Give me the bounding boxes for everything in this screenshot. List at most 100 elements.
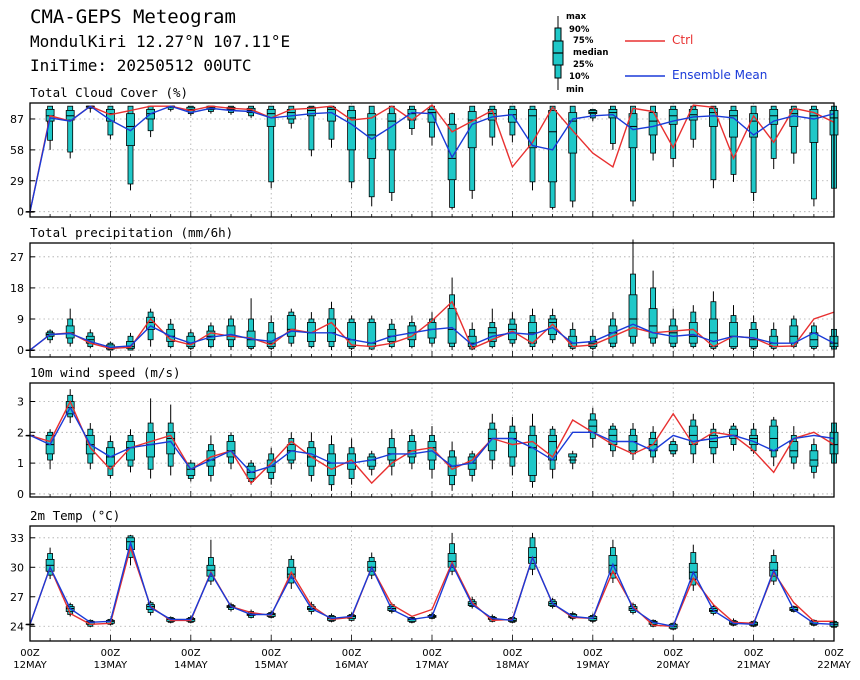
box-iqr [528,434,537,476]
location-label: MondulKiri 12.27°N 107.11°E [30,32,291,51]
box-iqr [286,444,296,461]
x-tick-label-date: 16MAY [335,660,369,671]
box-21 [447,532,457,576]
box-iqr [367,456,377,467]
legend-max-label: max [566,12,587,22]
box-iqr [809,450,819,467]
x-tick-label-time: 00Z [101,648,121,659]
box-38 [789,426,799,470]
box-24 [507,416,517,476]
panel-title: 10m wind speed (m/s) [30,365,181,380]
legend-p75-label: 75% [573,36,594,46]
y-tick-label: 18 [10,282,24,295]
box-17 [367,450,377,476]
box-34 [709,105,718,189]
box-33 [688,305,698,349]
box-2 [65,308,75,347]
x-tick-label-date: 15MAY [254,660,288,671]
box-36 [749,315,758,351]
box-iqr [487,327,497,342]
y-tick-label: 3 [17,395,24,408]
box-34 [709,423,718,464]
box-14 [306,105,316,157]
box-iqr [668,108,678,125]
legend-ctrl-label: Ctrl [672,33,694,47]
box-33 [688,413,698,464]
legend-p90-label: 90% [569,25,590,35]
x-tick-label-date: 21MAY [737,660,771,671]
box-7 [166,319,176,349]
box-10 [226,315,236,351]
box-32 [668,438,678,457]
box-iqr [688,322,698,344]
panel-1: Total precipitation (mm/6h) 0 9 18 27 [10,225,839,358]
box-iqr [306,106,316,117]
x-tick-label-date: 14MAY [174,660,208,671]
box-29 [608,105,618,150]
init-time-label: IniTime: 20250512 00UTC [30,56,252,75]
box-30 [628,239,638,347]
box-28 [588,407,598,448]
box-23 [487,308,497,349]
y-tick-label: 29 [10,175,24,188]
box-25 [528,413,537,488]
box-8 [186,329,196,351]
box-30 [628,105,638,207]
box-p10-p90 [670,105,677,159]
box-15 [327,301,336,351]
box-6 [146,105,156,138]
y-tick-label: 30 [10,561,24,574]
box-iqr [548,110,557,183]
y-tick-label: 9 [17,313,24,326]
mean-series-line [29,323,835,351]
panel-0: Total Cloud Cover (%) 0 29 58 87 [10,85,839,219]
box-iqr [65,110,75,121]
box-iqr [226,441,236,458]
box-iqr [327,318,336,342]
box-iqr [568,453,578,458]
legend-min-label: min [566,85,584,95]
box-p10-p90 [268,105,275,183]
panel-frame [29,102,835,218]
panel-2: 10m wind speed (m/s) 0 1 2 3 [17,365,839,501]
x-tick-label-date: 13MAY [94,660,128,671]
box-25 [528,532,537,576]
box-iqr [507,323,517,341]
box-27 [568,450,578,470]
box-31 [648,105,658,161]
box-iqr [126,441,135,461]
ctrl-series-line [29,104,835,212]
box-14 [306,312,316,349]
box-iqr [648,308,658,339]
box-iqr [809,108,819,143]
box-26 [548,105,557,210]
x-tick-label-time: 00Z [503,648,523,659]
box-20 [427,105,437,146]
x-tick-label-date: 19MAY [576,660,610,671]
box-29 [608,423,618,457]
box-iqr [668,325,678,344]
x-tick-label-time: 00Z [663,648,683,659]
box-p10-p90 [47,105,53,141]
box-p10-p90 [730,105,737,175]
box-p10-p90 [770,105,777,159]
chart-title: CMA-GEPS Meteogram [30,6,236,28]
box-iqr [628,113,638,149]
legend-median-label: median [573,48,609,58]
box-18 [387,429,397,476]
panel-frame [29,525,835,642]
box-iqr [729,428,738,439]
box-p10-p90 [67,105,74,153]
box-iqr [568,112,578,154]
box-39 [809,322,819,351]
box-iqr [528,108,537,149]
box-iqr [528,547,537,564]
box-iqr [286,315,296,337]
box-iqr [427,108,437,123]
y-tick-label: 2 [17,426,24,439]
x-tick-label-time: 00Z [261,648,281,659]
box-p10-p90 [469,105,476,191]
box-p10-p90 [569,105,576,202]
x-tick-label-time: 00Z [583,648,603,659]
